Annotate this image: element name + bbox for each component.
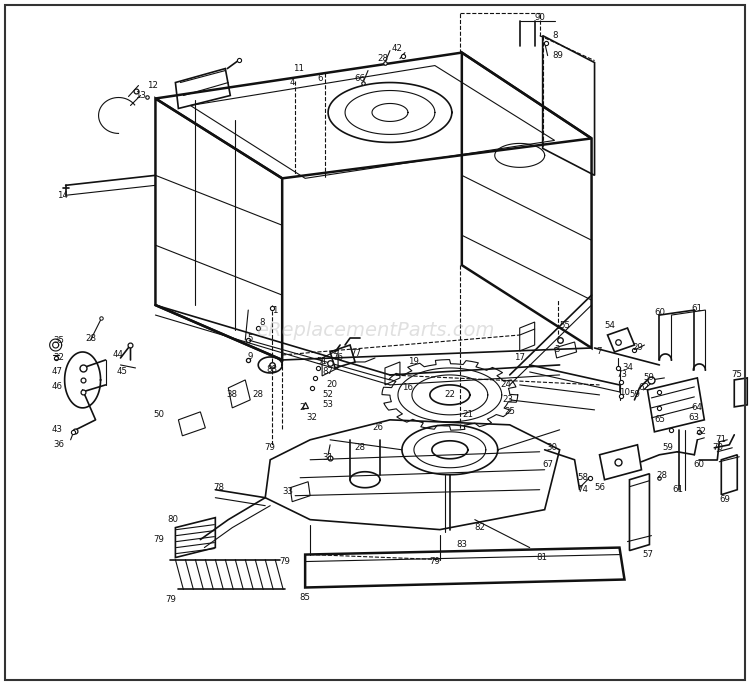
Text: 28: 28 bbox=[656, 471, 667, 480]
Text: 11: 11 bbox=[292, 64, 304, 73]
Text: 16: 16 bbox=[403, 384, 413, 393]
Text: 79: 79 bbox=[265, 443, 276, 452]
Text: 17: 17 bbox=[514, 353, 525, 362]
Text: 65: 65 bbox=[654, 415, 665, 424]
Text: 64: 64 bbox=[692, 403, 703, 412]
Text: 14: 14 bbox=[57, 191, 68, 200]
Text: 82: 82 bbox=[474, 523, 485, 532]
Text: 70: 70 bbox=[712, 443, 723, 452]
Text: 79: 79 bbox=[153, 535, 164, 544]
Text: 33: 33 bbox=[283, 487, 294, 496]
Text: 56: 56 bbox=[594, 483, 605, 493]
Text: 55: 55 bbox=[559, 321, 570, 329]
Text: 28: 28 bbox=[253, 390, 264, 399]
Text: 8: 8 bbox=[552, 31, 557, 40]
Text: 69: 69 bbox=[720, 495, 730, 504]
Text: 89: 89 bbox=[552, 51, 563, 60]
Text: 60: 60 bbox=[654, 308, 665, 316]
Text: 60: 60 bbox=[694, 460, 705, 469]
Text: 62: 62 bbox=[638, 384, 649, 393]
Text: 59: 59 bbox=[662, 443, 673, 452]
Text: 35: 35 bbox=[53, 336, 64, 345]
Text: 54: 54 bbox=[604, 321, 615, 329]
Text: 12: 12 bbox=[147, 81, 158, 90]
Text: 19: 19 bbox=[409, 358, 419, 366]
Text: 73: 73 bbox=[616, 371, 627, 379]
Text: 3: 3 bbox=[555, 345, 560, 354]
Text: 78: 78 bbox=[213, 483, 223, 493]
Text: 46: 46 bbox=[51, 382, 62, 391]
Text: 75: 75 bbox=[732, 371, 742, 379]
Text: 36: 36 bbox=[53, 440, 64, 449]
Text: 76: 76 bbox=[332, 353, 344, 362]
Text: 13: 13 bbox=[135, 91, 146, 100]
Text: 30: 30 bbox=[546, 443, 557, 452]
Text: 74: 74 bbox=[577, 485, 588, 494]
Text: 51: 51 bbox=[316, 358, 328, 366]
Text: 52: 52 bbox=[322, 390, 334, 399]
Text: 59: 59 bbox=[643, 373, 654, 382]
Text: 28: 28 bbox=[85, 334, 96, 342]
Text: 28: 28 bbox=[377, 54, 388, 63]
Text: 42: 42 bbox=[392, 44, 403, 53]
Text: 61: 61 bbox=[672, 485, 683, 494]
Text: 44: 44 bbox=[113, 351, 124, 360]
Text: 22: 22 bbox=[444, 390, 455, 399]
Text: 71: 71 bbox=[716, 435, 727, 445]
Text: 67: 67 bbox=[542, 460, 554, 469]
Text: 58: 58 bbox=[577, 473, 588, 482]
Text: 47: 47 bbox=[51, 367, 62, 377]
Text: 6: 6 bbox=[317, 74, 322, 83]
Text: 31: 31 bbox=[322, 453, 334, 462]
Text: 61: 61 bbox=[692, 303, 703, 312]
Text: 23: 23 bbox=[503, 395, 513, 404]
Text: 88: 88 bbox=[267, 365, 278, 375]
Text: 59: 59 bbox=[629, 390, 640, 399]
Text: 8: 8 bbox=[260, 318, 265, 327]
Text: 87: 87 bbox=[322, 367, 334, 377]
Text: 66: 66 bbox=[355, 74, 365, 83]
Text: 1: 1 bbox=[272, 306, 278, 314]
Text: 26: 26 bbox=[373, 423, 383, 432]
Text: 63: 63 bbox=[688, 413, 700, 423]
Text: 79: 79 bbox=[165, 595, 176, 604]
Text: 28: 28 bbox=[355, 443, 365, 452]
Text: 81: 81 bbox=[536, 553, 548, 562]
Text: 83: 83 bbox=[456, 540, 467, 549]
Text: 53: 53 bbox=[322, 400, 334, 410]
Text: 24: 24 bbox=[500, 380, 512, 389]
Text: 43: 43 bbox=[51, 425, 62, 434]
Text: 25: 25 bbox=[504, 408, 515, 416]
Text: 29: 29 bbox=[632, 343, 643, 353]
Text: 5: 5 bbox=[248, 334, 253, 342]
Text: 2: 2 bbox=[299, 403, 305, 412]
Text: 32: 32 bbox=[53, 353, 64, 362]
Text: 57: 57 bbox=[642, 550, 653, 559]
Text: 38: 38 bbox=[226, 390, 238, 399]
Text: 79: 79 bbox=[430, 557, 440, 566]
Text: 79: 79 bbox=[280, 557, 290, 566]
Text: 50: 50 bbox=[153, 410, 164, 419]
Text: 34: 34 bbox=[622, 364, 633, 373]
Text: 45: 45 bbox=[117, 367, 128, 377]
Text: 4: 4 bbox=[290, 78, 295, 87]
Text: 77: 77 bbox=[350, 349, 361, 358]
Text: eReplacementParts.com: eReplacementParts.com bbox=[256, 321, 494, 340]
Text: 10: 10 bbox=[619, 388, 630, 397]
Text: 80: 80 bbox=[167, 515, 178, 524]
Text: 7: 7 bbox=[597, 347, 602, 356]
Text: 20: 20 bbox=[326, 380, 338, 389]
Text: 85: 85 bbox=[300, 593, 310, 602]
Text: 9: 9 bbox=[248, 353, 253, 362]
Text: 32: 32 bbox=[696, 427, 706, 436]
Text: 90: 90 bbox=[534, 13, 545, 22]
Text: 32: 32 bbox=[307, 413, 318, 423]
Text: 21: 21 bbox=[462, 410, 473, 419]
